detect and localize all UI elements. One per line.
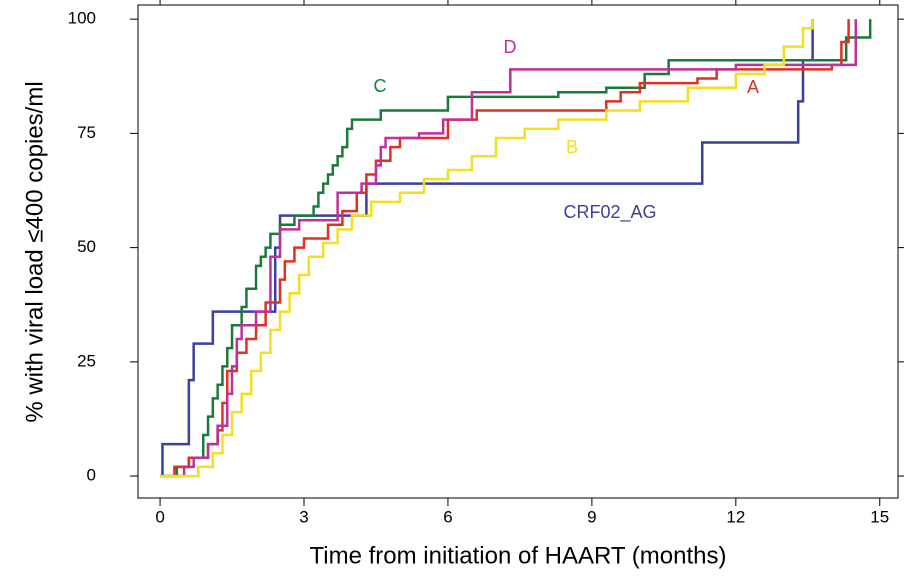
series-label: C <box>374 76 387 96</box>
series-label: A <box>747 77 759 97</box>
y-tick-label: 75 <box>77 123 96 142</box>
x-tick-label: 3 <box>299 507 308 526</box>
km-curve <box>160 19 814 478</box>
plot-frame <box>137 4 899 499</box>
x-tick-label: 12 <box>726 507 745 526</box>
km-curve <box>160 19 850 478</box>
series-label: D <box>504 37 517 57</box>
km-curve <box>160 19 858 478</box>
x-tick-label: 6 <box>443 507 452 526</box>
x-tick-label: 9 <box>587 507 596 526</box>
x-tick-label: 0 <box>155 507 164 526</box>
x-tick-label: 15 <box>870 507 889 526</box>
y-axis-label: % with viral load ≤400 copies/ml <box>21 81 48 422</box>
series-label: CRF02_AG <box>563 202 656 223</box>
km-curve <box>160 19 872 478</box>
x-axis-label: Time from initiation of HAART (months) <box>309 542 726 569</box>
y-tick-label: 25 <box>77 351 96 370</box>
y-tick-label: 100 <box>68 9 96 28</box>
y-tick-label: 0 <box>87 466 96 485</box>
y-tick-label: 50 <box>77 237 96 256</box>
series-label: B <box>566 137 578 157</box>
